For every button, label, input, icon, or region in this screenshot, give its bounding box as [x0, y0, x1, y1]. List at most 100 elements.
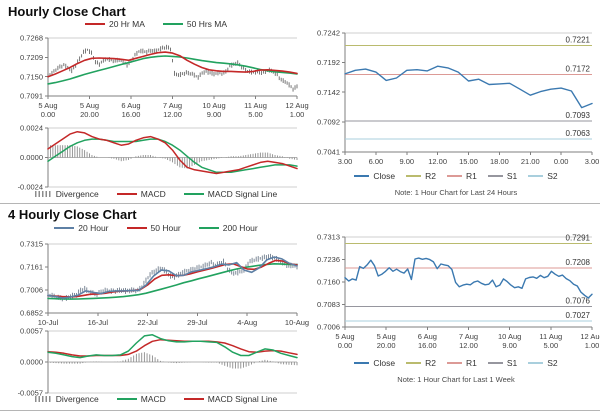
- svg-text:0.7161: 0.7161: [20, 263, 43, 272]
- svg-text:4-Aug: 4-Aug: [237, 318, 257, 327]
- legend-label: 50 Hrs MA: [186, 19, 228, 29]
- svg-text:0.7006: 0.7006: [20, 286, 43, 295]
- line-swatch: [116, 193, 137, 195]
- legend-item: 50 Hour: [126, 223, 181, 233]
- svg-text:3.00: 3.00: [585, 157, 600, 166]
- line-swatch: [126, 227, 147, 229]
- hourly-close-chart-title: Hourly Close Chart: [8, 4, 126, 19]
- legend-label: Divergence: [55, 394, 99, 404]
- svg-text:22-Jul: 22-Jul: [137, 318, 158, 327]
- svg-text:21.00: 21.00: [521, 157, 540, 166]
- svg-text:5.00: 5.00: [544, 341, 559, 350]
- svg-text:15.00: 15.00: [459, 157, 478, 166]
- svg-text:10 Aug: 10 Aug: [498, 332, 521, 341]
- svg-text:0.00: 0.00: [41, 110, 56, 119]
- line-swatch: [54, 227, 75, 229]
- svg-text:0.7242: 0.7242: [317, 29, 340, 38]
- svg-text:3.00: 3.00: [338, 157, 353, 166]
- svg-text:10 Aug: 10 Aug: [202, 101, 225, 110]
- svg-text:0.00: 0.00: [338, 341, 353, 350]
- svg-text:0.7209: 0.7209: [20, 53, 43, 62]
- legend-item: R2: [406, 358, 436, 368]
- svg-text:0.7268: 0.7268: [20, 34, 43, 43]
- svg-text:0.7083: 0.7083: [317, 300, 340, 309]
- svg-text:12 Aug: 12 Aug: [285, 101, 308, 110]
- hourly-pivot-chart: 0.7041 0.7092 0.7142 0.7192 0.7242 3.00 6.00 9.…: [317, 29, 600, 166]
- line-swatch: [354, 362, 370, 364]
- svg-text:16-Jul: 16-Jul: [88, 318, 109, 327]
- legend-item: Divergence: [34, 394, 99, 404]
- svg-text:0.7142: 0.7142: [317, 88, 340, 97]
- svg-text:0.7091: 0.7091: [20, 92, 43, 101]
- svg-text:0.7291: 0.7291: [566, 233, 591, 242]
- legend-item: MACD Signal Line: [183, 189, 278, 199]
- line-swatch: [354, 175, 370, 177]
- legend-label: MACD Signal Line: [207, 394, 278, 404]
- svg-text:1.00: 1.00: [290, 110, 305, 119]
- svg-text:20.00: 20.00: [377, 341, 396, 350]
- svg-text:0.7172: 0.7172: [566, 64, 591, 73]
- legend-label: S2: [547, 171, 558, 181]
- svg-text:0.7092: 0.7092: [317, 117, 340, 126]
- four-hourly-price-legend: 20 Hour 50 Hour 200 Hour: [0, 222, 312, 234]
- svg-text:11 Aug: 11 Aug: [244, 101, 267, 110]
- line-swatch: [162, 23, 183, 25]
- svg-text:-0.0057: -0.0057: [18, 389, 43, 398]
- svg-text:9.00: 9.00: [207, 110, 222, 119]
- legend-label: MACD: [140, 394, 166, 404]
- svg-text:0.00: 0.00: [554, 157, 569, 166]
- svg-text:9.00: 9.00: [502, 341, 517, 350]
- legend-item: MACD Signal Line: [183, 394, 278, 404]
- section-divider: [0, 203, 600, 204]
- svg-text:0.7076: 0.7076: [566, 296, 591, 305]
- svg-text:7 Aug: 7 Aug: [459, 332, 478, 341]
- svg-text:0.7236: 0.7236: [317, 255, 340, 264]
- legend-item: 50 Hrs MA: [162, 19, 228, 29]
- legend-item: MACD: [116, 189, 166, 199]
- svg-text:0.7313: 0.7313: [317, 233, 340, 242]
- legend-item: R1: [446, 171, 477, 181]
- hourly-pivot-note: Note: 1 Hour Chart for Last 24 Hours: [394, 188, 518, 197]
- svg-text:16.00: 16.00: [418, 341, 437, 350]
- four-hourly-close-chart-title: 4 Hourly Close Chart: [8, 207, 137, 222]
- svg-text:0.7221: 0.7221: [566, 35, 591, 44]
- legend-item: S1: [487, 171, 518, 181]
- legend-label: R1: [465, 358, 477, 368]
- legend-label: Divergence: [55, 189, 99, 199]
- line-swatch: [487, 362, 503, 364]
- svg-text:5 Aug: 5 Aug: [335, 332, 354, 341]
- hourly-macd-legend: Divergence MACD MACD Signal Line: [0, 188, 312, 200]
- svg-text:5 Aug: 5 Aug: [80, 101, 99, 110]
- svg-text:0.7063: 0.7063: [566, 129, 591, 138]
- legend-label: Close: [373, 358, 396, 368]
- hourly-pivot-legend: Close R2 R1 S1 S2: [312, 170, 600, 182]
- svg-text:0.6852: 0.6852: [20, 309, 43, 318]
- svg-text:0.7027: 0.7027: [566, 311, 591, 320]
- svg-text:20.00: 20.00: [80, 110, 99, 119]
- line-swatch: [183, 398, 204, 400]
- legend-label: 200 Hour: [222, 223, 258, 233]
- svg-text:0.0000: 0.0000: [20, 358, 43, 367]
- line-swatch: [528, 175, 544, 177]
- svg-text:0.7006: 0.7006: [317, 323, 340, 332]
- legend-label: MACD Signal Line: [207, 189, 278, 199]
- svg-text:11 Aug: 11 Aug: [539, 332, 562, 341]
- legend-label: R2: [425, 171, 436, 181]
- hourly-price-legend: 20 Hr MA 50 Hrs MA: [0, 18, 312, 30]
- legend-label: S1: [506, 171, 518, 181]
- svg-text:0.0024: 0.0024: [20, 124, 43, 133]
- svg-text:1.00: 1.00: [585, 341, 600, 350]
- line-swatch: [446, 175, 462, 177]
- legend-item: MACD: [116, 394, 166, 404]
- svg-text:0.7160: 0.7160: [317, 277, 340, 286]
- svg-text:5 Aug: 5 Aug: [377, 332, 396, 341]
- svg-text:12.00: 12.00: [163, 110, 182, 119]
- svg-text:16.00: 16.00: [122, 110, 141, 119]
- legend-item: 200 Hour: [198, 223, 258, 233]
- divergence-bars-swatch: [34, 191, 52, 197]
- legend-label: S1: [506, 358, 518, 368]
- legend-item: 20 Hr MA: [84, 19, 145, 29]
- line-swatch: [116, 398, 137, 400]
